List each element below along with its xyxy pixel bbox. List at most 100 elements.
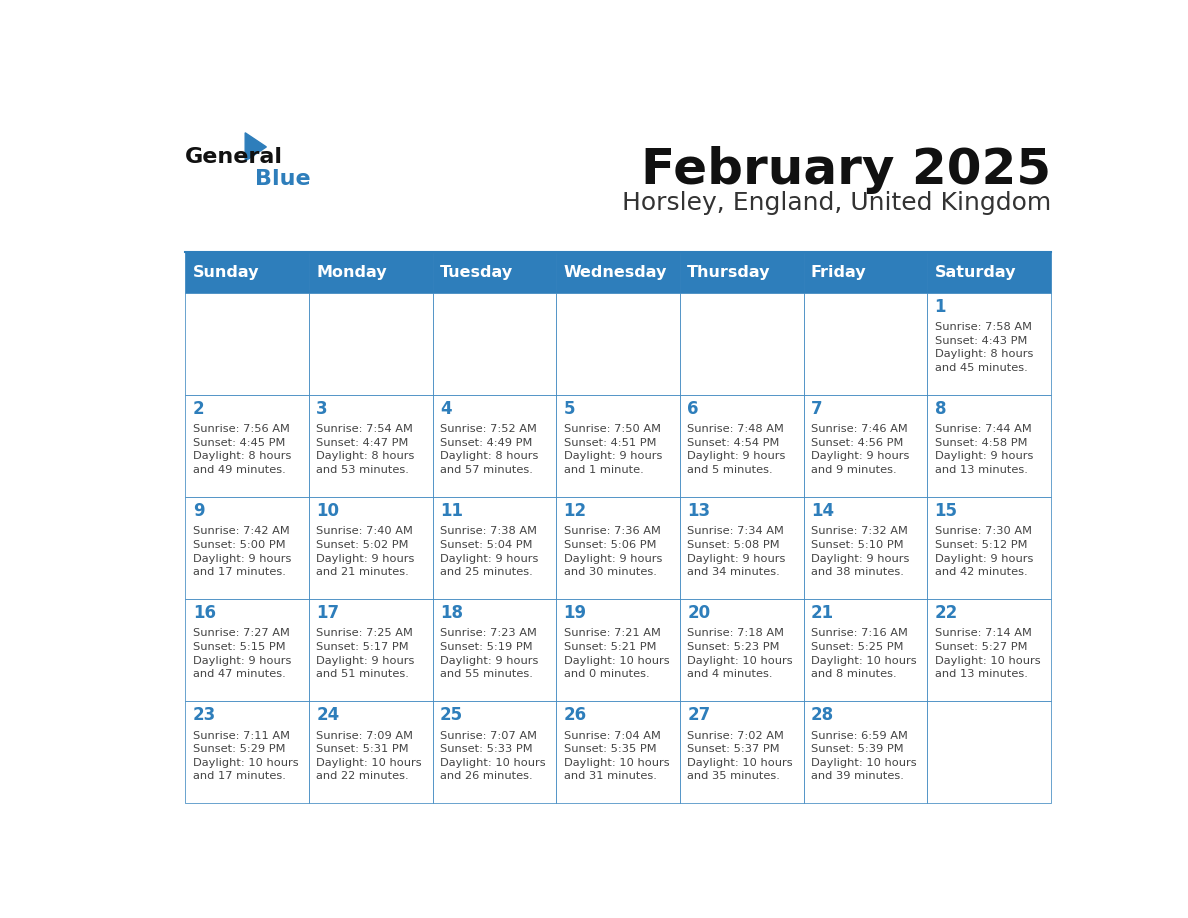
Text: 17: 17 <box>316 604 340 622</box>
Text: 21: 21 <box>811 604 834 622</box>
Text: Sunrise: 7:40 AM
Sunset: 5:02 PM
Daylight: 9 hours
and 21 minutes.: Sunrise: 7:40 AM Sunset: 5:02 PM Dayligh… <box>316 526 415 577</box>
Text: Sunrise: 7:23 AM
Sunset: 5:19 PM
Daylight: 9 hours
and 55 minutes.: Sunrise: 7:23 AM Sunset: 5:19 PM Dayligh… <box>440 629 538 679</box>
Text: Sunrise: 7:48 AM
Sunset: 4:54 PM
Daylight: 9 hours
and 5 minutes.: Sunrise: 7:48 AM Sunset: 4:54 PM Dayligh… <box>687 424 785 476</box>
Text: 11: 11 <box>440 502 463 521</box>
Bar <box>927 293 1051 395</box>
Text: Sunrise: 7:36 AM
Sunset: 5:06 PM
Daylight: 9 hours
and 30 minutes.: Sunrise: 7:36 AM Sunset: 5:06 PM Dayligh… <box>563 526 662 577</box>
Text: Tuesday: Tuesday <box>440 264 513 279</box>
Bar <box>309 497 432 599</box>
Bar <box>927 599 1051 700</box>
Text: Sunrise: 7:21 AM
Sunset: 5:21 PM
Daylight: 10 hours
and 0 minutes.: Sunrise: 7:21 AM Sunset: 5:21 PM Dayligh… <box>563 629 669 679</box>
Text: Sunrise: 7:32 AM
Sunset: 5:10 PM
Daylight: 9 hours
and 38 minutes.: Sunrise: 7:32 AM Sunset: 5:10 PM Dayligh… <box>811 526 909 577</box>
Bar <box>432 497 556 599</box>
Text: Sunrise: 7:38 AM
Sunset: 5:04 PM
Daylight: 9 hours
and 25 minutes.: Sunrise: 7:38 AM Sunset: 5:04 PM Dayligh… <box>440 526 538 577</box>
Bar <box>309 293 432 395</box>
Bar <box>803 700 927 803</box>
Text: 16: 16 <box>192 604 216 622</box>
Text: 20: 20 <box>687 604 710 622</box>
Text: Sunrise: 7:27 AM
Sunset: 5:15 PM
Daylight: 9 hours
and 47 minutes.: Sunrise: 7:27 AM Sunset: 5:15 PM Dayligh… <box>192 629 291 679</box>
Bar <box>185 252 309 293</box>
Text: 8: 8 <box>935 400 946 419</box>
Bar <box>680 497 803 599</box>
Text: 7: 7 <box>811 400 822 419</box>
Text: Sunrise: 7:44 AM
Sunset: 4:58 PM
Daylight: 9 hours
and 13 minutes.: Sunrise: 7:44 AM Sunset: 4:58 PM Dayligh… <box>935 424 1032 476</box>
Bar <box>680 252 803 293</box>
Text: 12: 12 <box>563 502 587 521</box>
Bar <box>680 293 803 395</box>
Text: Sunrise: 7:02 AM
Sunset: 5:37 PM
Daylight: 10 hours
and 35 minutes.: Sunrise: 7:02 AM Sunset: 5:37 PM Dayligh… <box>687 731 792 781</box>
Text: Sunrise: 7:04 AM
Sunset: 5:35 PM
Daylight: 10 hours
and 31 minutes.: Sunrise: 7:04 AM Sunset: 5:35 PM Dayligh… <box>563 731 669 781</box>
Text: 14: 14 <box>811 502 834 521</box>
Bar <box>556 497 680 599</box>
Bar <box>309 700 432 803</box>
Text: Sunrise: 7:56 AM
Sunset: 4:45 PM
Daylight: 8 hours
and 49 minutes.: Sunrise: 7:56 AM Sunset: 4:45 PM Dayligh… <box>192 424 291 476</box>
Text: 9: 9 <box>192 502 204 521</box>
Text: 23: 23 <box>192 707 216 724</box>
Text: 19: 19 <box>563 604 587 622</box>
Text: Monday: Monday <box>316 264 387 279</box>
Text: 10: 10 <box>316 502 340 521</box>
Text: 25: 25 <box>440 707 463 724</box>
Text: Sunrise: 7:16 AM
Sunset: 5:25 PM
Daylight: 10 hours
and 8 minutes.: Sunrise: 7:16 AM Sunset: 5:25 PM Dayligh… <box>811 629 916 679</box>
Bar <box>185 599 309 700</box>
Bar <box>432 700 556 803</box>
Text: Sunday: Sunday <box>192 264 259 279</box>
Text: 2: 2 <box>192 400 204 419</box>
Bar <box>927 700 1051 803</box>
Bar <box>185 395 309 497</box>
Text: 26: 26 <box>563 707 587 724</box>
Text: General: General <box>185 147 283 167</box>
Text: 24: 24 <box>316 707 340 724</box>
Bar <box>432 395 556 497</box>
Bar <box>432 252 556 293</box>
Bar <box>556 700 680 803</box>
Bar <box>309 252 432 293</box>
Text: Friday: Friday <box>811 264 866 279</box>
Text: Sunrise: 7:30 AM
Sunset: 5:12 PM
Daylight: 9 hours
and 42 minutes.: Sunrise: 7:30 AM Sunset: 5:12 PM Dayligh… <box>935 526 1032 577</box>
Text: Sunrise: 7:18 AM
Sunset: 5:23 PM
Daylight: 10 hours
and 4 minutes.: Sunrise: 7:18 AM Sunset: 5:23 PM Dayligh… <box>687 629 792 679</box>
Bar <box>803 599 927 700</box>
Text: Sunrise: 7:11 AM
Sunset: 5:29 PM
Daylight: 10 hours
and 17 minutes.: Sunrise: 7:11 AM Sunset: 5:29 PM Dayligh… <box>192 731 298 781</box>
Bar <box>556 252 680 293</box>
Polygon shape <box>245 133 266 161</box>
Bar <box>556 599 680 700</box>
Text: 28: 28 <box>811 707 834 724</box>
Text: 3: 3 <box>316 400 328 419</box>
Text: 4: 4 <box>440 400 451 419</box>
Bar <box>803 497 927 599</box>
Bar <box>803 395 927 497</box>
Text: Sunrise: 7:54 AM
Sunset: 4:47 PM
Daylight: 8 hours
and 53 minutes.: Sunrise: 7:54 AM Sunset: 4:47 PM Dayligh… <box>316 424 415 476</box>
Bar <box>556 293 680 395</box>
Bar <box>432 293 556 395</box>
Text: Sunrise: 7:46 AM
Sunset: 4:56 PM
Daylight: 9 hours
and 9 minutes.: Sunrise: 7:46 AM Sunset: 4:56 PM Dayligh… <box>811 424 909 476</box>
Text: Sunrise: 7:09 AM
Sunset: 5:31 PM
Daylight: 10 hours
and 22 minutes.: Sunrise: 7:09 AM Sunset: 5:31 PM Dayligh… <box>316 731 422 781</box>
Text: 5: 5 <box>563 400 575 419</box>
Bar <box>185 700 309 803</box>
Bar <box>309 599 432 700</box>
Text: 15: 15 <box>935 502 958 521</box>
Text: Horsley, England, United Kingdom: Horsley, England, United Kingdom <box>621 192 1051 216</box>
Bar <box>556 395 680 497</box>
Bar <box>927 497 1051 599</box>
Text: 18: 18 <box>440 604 463 622</box>
Text: 6: 6 <box>687 400 699 419</box>
Text: February 2025: February 2025 <box>640 145 1051 194</box>
Text: Sunrise: 6:59 AM
Sunset: 5:39 PM
Daylight: 10 hours
and 39 minutes.: Sunrise: 6:59 AM Sunset: 5:39 PM Dayligh… <box>811 731 916 781</box>
Bar <box>803 293 927 395</box>
Text: 22: 22 <box>935 604 958 622</box>
Text: 13: 13 <box>687 502 710 521</box>
Bar <box>803 252 927 293</box>
Text: Blue: Blue <box>255 169 311 189</box>
Text: Sunrise: 7:42 AM
Sunset: 5:00 PM
Daylight: 9 hours
and 17 minutes.: Sunrise: 7:42 AM Sunset: 5:00 PM Dayligh… <box>192 526 291 577</box>
Text: Sunrise: 7:50 AM
Sunset: 4:51 PM
Daylight: 9 hours
and 1 minute.: Sunrise: 7:50 AM Sunset: 4:51 PM Dayligh… <box>563 424 662 476</box>
Bar <box>927 395 1051 497</box>
Bar <box>185 497 309 599</box>
Text: Saturday: Saturday <box>935 264 1016 279</box>
Text: Thursday: Thursday <box>687 264 771 279</box>
Text: Sunrise: 7:14 AM
Sunset: 5:27 PM
Daylight: 10 hours
and 13 minutes.: Sunrise: 7:14 AM Sunset: 5:27 PM Dayligh… <box>935 629 1041 679</box>
Bar <box>680 700 803 803</box>
Text: 27: 27 <box>687 707 710 724</box>
Bar <box>927 252 1051 293</box>
Bar <box>680 395 803 497</box>
Text: 1: 1 <box>935 298 946 316</box>
